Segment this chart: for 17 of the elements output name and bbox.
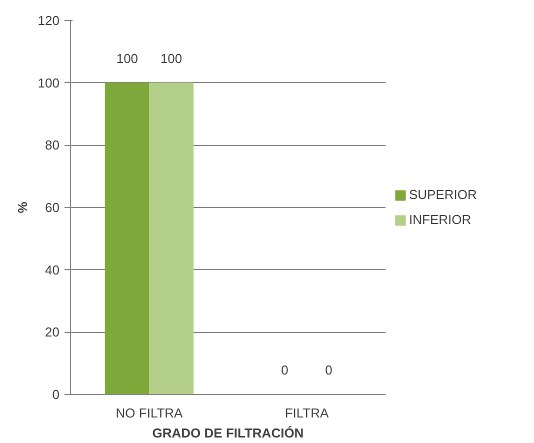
y-tick-label: 80	[45, 138, 60, 153]
x-tick-label: FILTRA	[284, 406, 329, 420]
y-tick-label: 100	[38, 75, 60, 90]
y-axis-title: %	[14, 201, 30, 214]
legend-label: INFERIOR	[409, 212, 472, 227]
y-tick-label: 60	[45, 200, 60, 215]
y-tick-label: 120	[38, 13, 60, 28]
y-tick-label: 0	[52, 387, 60, 402]
legend-label: SUPERIOR	[409, 187, 477, 202]
x-axis-title: GRADO DE FILTRACIÓN	[152, 426, 304, 440]
data-label: 100	[160, 50, 182, 66]
data-label: 100	[116, 50, 138, 66]
y-tick-label: 40	[45, 262, 60, 278]
data-label: 0	[281, 362, 288, 378]
data-label: 0	[325, 362, 332, 378]
y-tick-label: 20	[45, 324, 60, 340]
x-tick-label: NO FILTRA	[116, 406, 184, 420]
